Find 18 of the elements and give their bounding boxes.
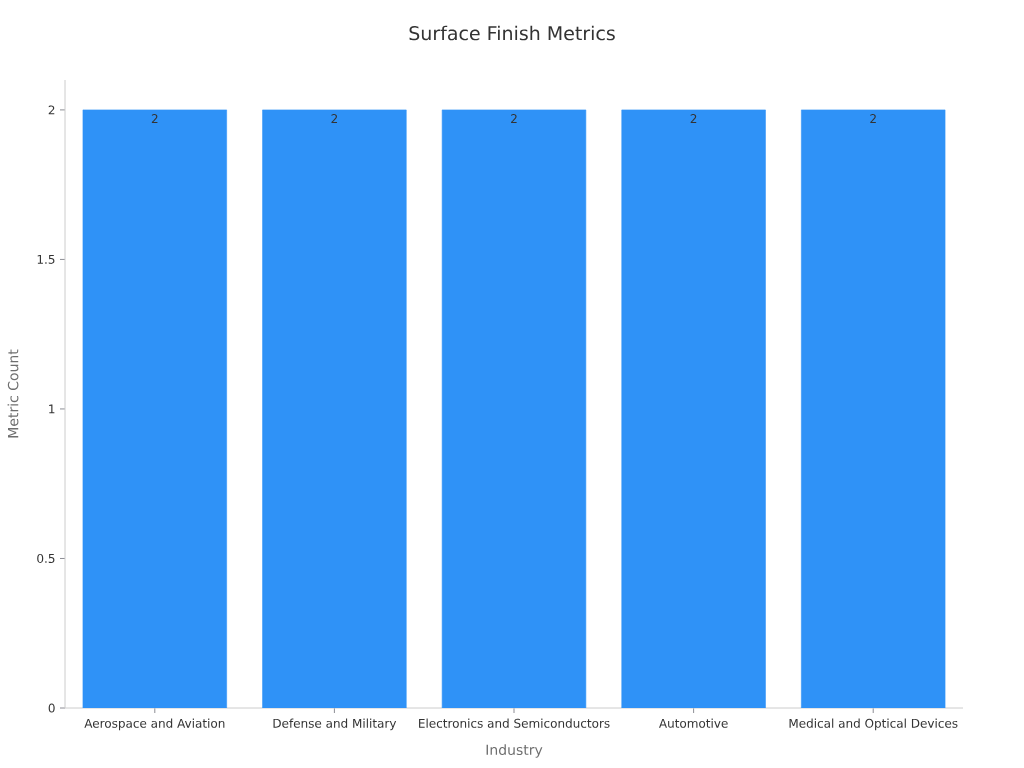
data-label: 2: [870, 114, 876, 123]
chart-title: Surface Finish Metrics: [409, 25, 615, 41]
data-label: 2: [511, 114, 517, 123]
y-tick-label: 1.5: [37, 254, 55, 264]
y-axis-title: Metric Count: [7, 349, 19, 438]
y-tick-label: 1: [49, 404, 55, 414]
x-axis-title: Industry: [486, 744, 543, 758]
data-label: 2: [151, 114, 158, 123]
x-tick-label: Defense and Military: [273, 718, 397, 731]
data-label: 2: [690, 114, 697, 123]
x-tick-label: Medical and Optical Devices: [789, 718, 958, 731]
x-tick-label: Automotive: [658, 718, 728, 728]
y-tick-label: 2: [48, 105, 55, 115]
y-tick-label: 0: [48, 703, 55, 713]
y-tick-label: 0.5: [37, 553, 55, 564]
x-tick-label: Electronics and Semiconductors: [419, 718, 610, 728]
x-tick-label: Aerospace and Aviation: [84, 718, 225, 731]
data-label: 2: [331, 114, 338, 123]
